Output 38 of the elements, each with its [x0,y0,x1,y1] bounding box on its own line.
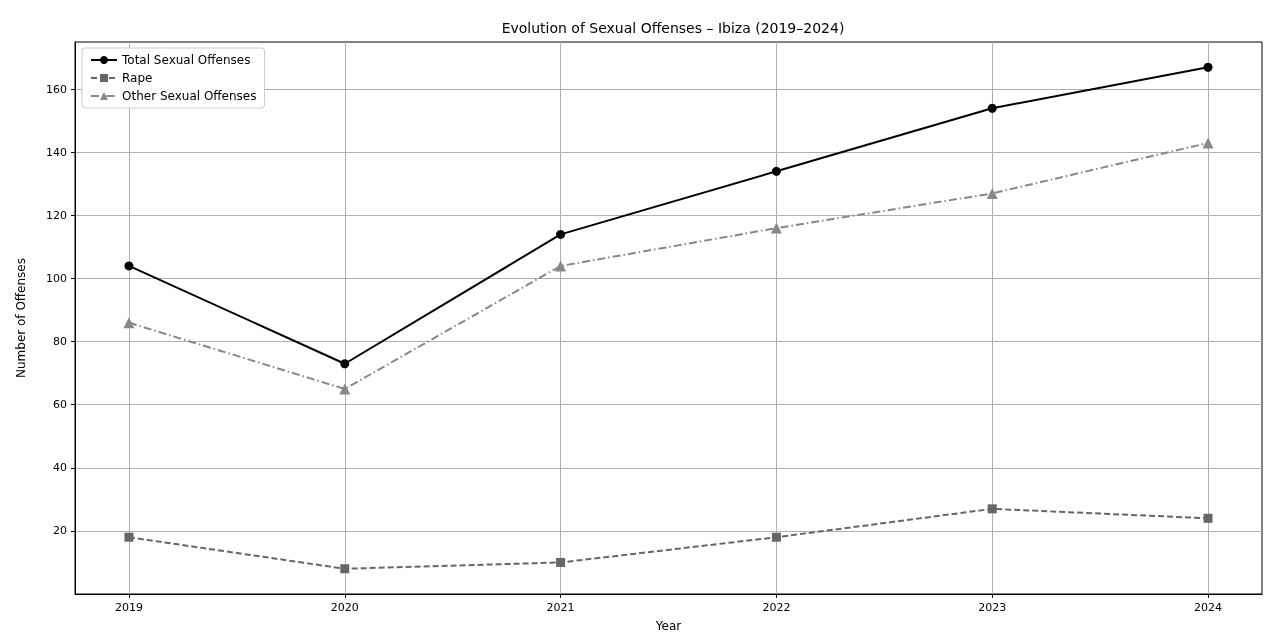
x-tick-label: 2019 [114,601,143,614]
x-tick-label: 2022 [762,601,791,614]
y-tick-label: 140 [46,145,67,159]
y-axis-title: Number of Offenses [14,258,28,378]
point [1202,137,1214,149]
point [1203,62,1213,72]
point [771,166,781,176]
x-axis-title: Year [654,619,682,633]
point [340,564,350,574]
y-tick-label: 100 [46,272,67,286]
point [124,532,134,542]
point [1203,513,1213,523]
chart-title: Evolution of Sexual Offenses – Ibiza (2019–2024) [501,20,845,36]
point [339,383,351,395]
point [771,532,781,542]
y-tick-label: 60 [53,398,67,412]
point [555,260,567,272]
y-tick-label: 80 [53,335,67,349]
point [987,504,997,514]
y-tick-label: 120 [46,208,67,222]
point [556,557,566,567]
point [987,103,997,113]
x-tick-label: 2023 [978,601,1007,614]
point [556,229,566,239]
x-tick-label: 2020 [330,601,359,614]
x-tick-label: 2024 [1194,601,1223,614]
point [124,261,134,271]
point [123,317,135,329]
y-tick-label: 160 [46,82,67,96]
x-tick-label: 2021 [546,601,575,614]
legend-label: Rape [122,71,153,85]
point [986,187,998,199]
legend-label: Total Sexual Offenses [121,53,251,67]
y-tick-label: 20 [53,524,67,538]
legend-label: Other Sexual Offenses [122,89,257,103]
point [770,222,782,234]
point [340,359,350,369]
y-tick-label: 40 [53,461,67,475]
